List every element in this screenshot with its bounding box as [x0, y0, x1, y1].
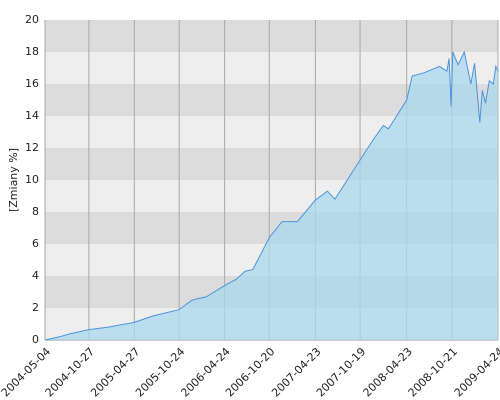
y-tick-label: 0: [32, 333, 39, 346]
y-tick-label: 18: [25, 45, 39, 58]
y-tick-label: 2: [32, 301, 39, 314]
series: [44, 50, 499, 341]
y-tick-label: 4: [32, 269, 39, 282]
y-tick-label: 16: [25, 77, 39, 90]
y-tick-label: 14: [25, 109, 39, 122]
area: [45, 52, 498, 340]
y-tick-label: 6: [32, 237, 39, 250]
grid-band: [45, 20, 498, 52]
y-tick-label: 10: [25, 173, 39, 186]
y-axis-label: [Zmiany %]: [7, 148, 20, 212]
y-tick-label: 8: [32, 205, 39, 218]
y-tick-label: 20: [25, 13, 39, 26]
y-tick-label: 12: [25, 141, 39, 154]
line: [44, 50, 499, 341]
